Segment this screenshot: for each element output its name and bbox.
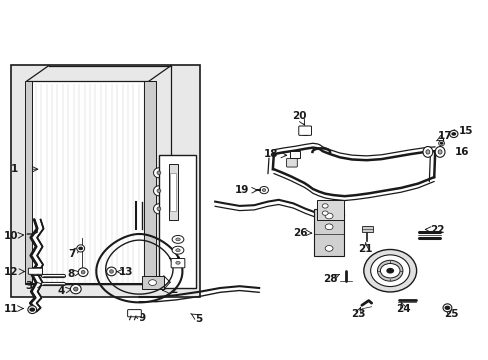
FancyBboxPatch shape <box>142 276 163 289</box>
Ellipse shape <box>157 171 161 175</box>
Circle shape <box>325 224 332 230</box>
Text: 25: 25 <box>444 309 458 319</box>
Ellipse shape <box>106 267 116 276</box>
FancyBboxPatch shape <box>27 81 149 284</box>
FancyBboxPatch shape <box>144 81 156 284</box>
Circle shape <box>439 142 443 145</box>
Ellipse shape <box>438 141 444 146</box>
Ellipse shape <box>425 150 429 154</box>
Text: 28: 28 <box>322 274 337 284</box>
Ellipse shape <box>70 284 81 294</box>
Ellipse shape <box>172 235 183 243</box>
Text: 22: 22 <box>429 225 444 235</box>
Ellipse shape <box>176 249 180 252</box>
Text: 1: 1 <box>11 164 18 174</box>
FancyBboxPatch shape <box>168 164 177 220</box>
Ellipse shape <box>259 186 268 194</box>
Ellipse shape <box>449 130 457 138</box>
Text: 2: 2 <box>170 285 177 295</box>
Text: 27: 27 <box>319 207 333 217</box>
Text: 15: 15 <box>458 126 472 136</box>
Text: 23: 23 <box>350 309 365 319</box>
FancyBboxPatch shape <box>286 158 297 167</box>
Ellipse shape <box>172 246 183 254</box>
FancyBboxPatch shape <box>11 65 199 297</box>
Text: 16: 16 <box>453 147 468 157</box>
Ellipse shape <box>172 259 183 267</box>
FancyBboxPatch shape <box>313 209 344 256</box>
Circle shape <box>380 264 399 278</box>
Circle shape <box>450 132 455 136</box>
Circle shape <box>148 280 156 285</box>
Text: 14: 14 <box>331 210 346 220</box>
Ellipse shape <box>434 147 444 157</box>
Ellipse shape <box>262 189 265 192</box>
FancyBboxPatch shape <box>28 268 42 274</box>
Ellipse shape <box>157 189 161 193</box>
FancyBboxPatch shape <box>127 310 141 317</box>
Text: 18: 18 <box>264 149 278 159</box>
FancyBboxPatch shape <box>361 226 372 232</box>
Text: 6: 6 <box>177 263 184 273</box>
Ellipse shape <box>437 150 441 154</box>
Text: 7: 7 <box>68 249 76 259</box>
Text: 19: 19 <box>234 185 248 195</box>
Ellipse shape <box>377 260 402 281</box>
Circle shape <box>444 306 449 310</box>
Circle shape <box>322 211 327 215</box>
Text: 20: 20 <box>291 111 306 121</box>
Circle shape <box>322 204 327 208</box>
Ellipse shape <box>153 204 164 214</box>
Text: 13: 13 <box>119 267 133 277</box>
FancyBboxPatch shape <box>290 151 300 158</box>
FancyBboxPatch shape <box>316 200 343 220</box>
Ellipse shape <box>157 207 161 211</box>
Ellipse shape <box>370 255 409 287</box>
Circle shape <box>386 268 393 274</box>
Ellipse shape <box>422 147 432 157</box>
Ellipse shape <box>73 287 78 291</box>
Text: 10: 10 <box>3 231 18 241</box>
Text: 5: 5 <box>195 314 202 324</box>
Text: 11: 11 <box>3 303 18 314</box>
Ellipse shape <box>77 245 84 252</box>
FancyBboxPatch shape <box>159 155 196 288</box>
Text: 12: 12 <box>3 267 18 277</box>
Ellipse shape <box>28 306 37 314</box>
Ellipse shape <box>442 304 451 312</box>
Ellipse shape <box>176 261 180 264</box>
Text: 24: 24 <box>395 303 410 314</box>
Ellipse shape <box>153 168 164 178</box>
Text: 26: 26 <box>292 228 307 238</box>
Text: 4: 4 <box>57 286 65 296</box>
Ellipse shape <box>81 270 85 274</box>
Text: 9: 9 <box>138 312 145 323</box>
Circle shape <box>325 213 332 219</box>
Circle shape <box>29 307 35 312</box>
FancyBboxPatch shape <box>171 258 184 268</box>
Circle shape <box>78 247 83 250</box>
Text: 3: 3 <box>26 281 33 291</box>
Text: 21: 21 <box>358 244 372 254</box>
FancyBboxPatch shape <box>298 126 311 135</box>
Ellipse shape <box>176 238 180 241</box>
Ellipse shape <box>363 249 416 292</box>
Ellipse shape <box>78 268 88 276</box>
FancyBboxPatch shape <box>170 173 176 211</box>
Ellipse shape <box>109 270 113 273</box>
Text: 17: 17 <box>437 131 451 141</box>
Circle shape <box>325 246 332 251</box>
FancyBboxPatch shape <box>25 81 32 284</box>
Ellipse shape <box>153 186 164 196</box>
Text: 8: 8 <box>67 269 74 279</box>
